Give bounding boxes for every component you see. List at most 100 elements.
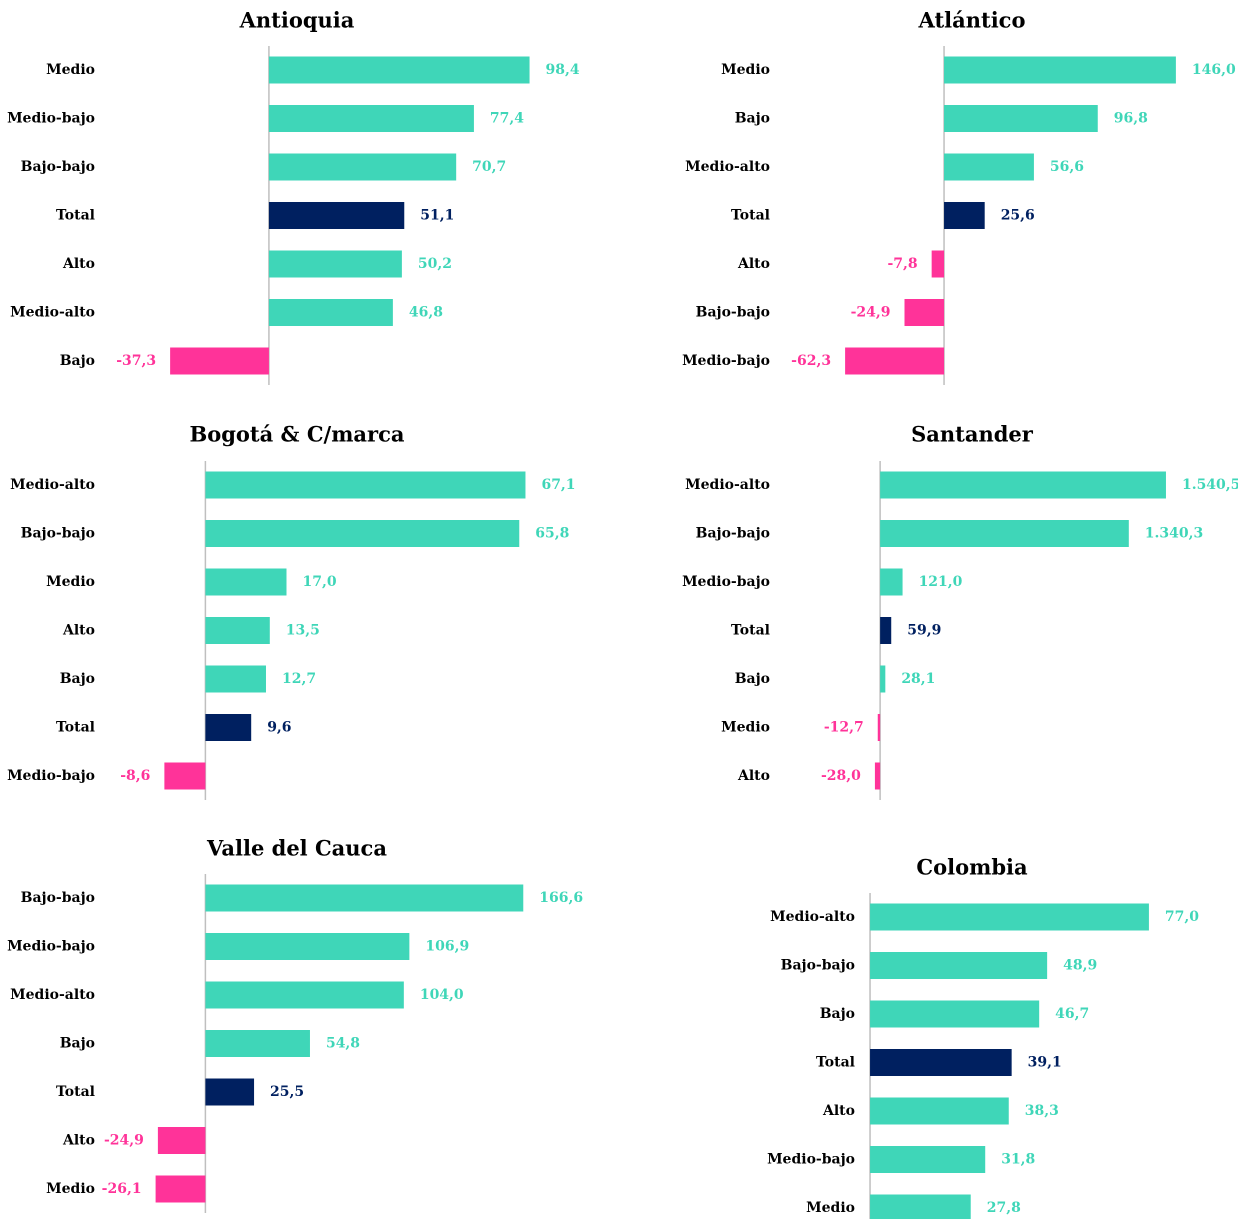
bar [164, 762, 206, 790]
value-label: 77,4 [490, 111, 524, 127]
value-label: 104,0 [420, 987, 464, 1003]
category-label: Total [56, 720, 95, 736]
value-label: 65,8 [535, 526, 569, 542]
value-label: 46,7 [1055, 1006, 1089, 1022]
chart-title: Santander [911, 422, 1034, 447]
category-label: Medio-alto [10, 987, 95, 1003]
bar [155, 1175, 206, 1203]
value-label: 25,5 [270, 1084, 304, 1100]
bar [870, 952, 1048, 979]
bar [268, 56, 530, 84]
bar [870, 1097, 1009, 1125]
category-label: Bajo [60, 353, 95, 369]
bar [870, 903, 1149, 931]
value-label: 1.540,5 [1182, 477, 1238, 493]
category-label: Bajo-bajo [21, 159, 95, 175]
bar [205, 568, 287, 596]
value-label: 67,1 [541, 477, 575, 493]
value-label: -62,3 [791, 353, 831, 369]
bar [880, 665, 886, 693]
value-label: 70,7 [472, 159, 506, 175]
bar [205, 665, 266, 693]
value-label: 146,0 [1192, 62, 1236, 78]
value-label: 1.340,3 [1145, 526, 1203, 542]
category-label: Total [731, 623, 770, 639]
bar [944, 153, 1034, 181]
bar [205, 471, 526, 499]
value-label: 13,5 [286, 623, 320, 639]
value-label: -24,9 [851, 305, 891, 321]
bar [870, 1000, 1040, 1028]
bar [904, 299, 945, 326]
category-label: Bajo-bajo [21, 890, 95, 906]
category-label: Medio-bajo [7, 768, 95, 784]
category-label: Total [816, 1055, 855, 1071]
category-label: Medio-bajo [767, 1152, 855, 1168]
category-label: Bajo-bajo [781, 958, 855, 974]
category-label: Bajo-bajo [696, 305, 770, 321]
chart-title: Valle del Cauca [206, 836, 387, 861]
bar [944, 105, 1098, 132]
category-label: Medio-alto [685, 477, 770, 493]
value-label: 31,8 [1001, 1152, 1035, 1168]
category-label: Medio-alto [770, 909, 855, 925]
category-label: Total [56, 208, 95, 224]
chart-title: Atlántico [918, 8, 1026, 33]
category-label: Medio-bajo [7, 111, 95, 127]
value-label: 27,8 [987, 1200, 1021, 1216]
category-label: Alto [822, 1103, 855, 1119]
value-label: 17,0 [302, 574, 336, 590]
value-label: 96,8 [1114, 111, 1148, 127]
category-label: Medio [46, 1181, 95, 1197]
value-label: 25,6 [1001, 208, 1035, 224]
bar [268, 299, 393, 326]
bar [170, 347, 269, 375]
value-label: 121,0 [919, 574, 963, 590]
category-label: Medio [806, 1200, 855, 1216]
value-label: 50,2 [418, 256, 452, 272]
chart-title: Bogotá & C/marca [189, 422, 404, 447]
category-label: Alto [737, 256, 770, 272]
value-label: 51,1 [420, 208, 454, 224]
value-label: -24,9 [104, 1133, 144, 1149]
category-label: Bajo-bajo [21, 526, 95, 542]
bar [268, 250, 402, 278]
category-label: Medio [721, 62, 770, 78]
value-label: 9,6 [267, 720, 291, 736]
bar [205, 1030, 310, 1057]
category-label: Medio-bajo [682, 353, 770, 369]
category-label: Medio-alto [10, 305, 95, 321]
category-label: Total [731, 208, 770, 224]
bar [157, 1127, 206, 1154]
bar [880, 520, 1129, 547]
category-label: Medio-alto [685, 159, 770, 175]
category-label: Total [56, 1084, 95, 1100]
bar [845, 347, 945, 375]
bar [205, 714, 252, 741]
category-label: Bajo [60, 1036, 95, 1052]
value-label: -7,8 [887, 256, 917, 272]
category-label: Alto [62, 256, 95, 272]
bar [205, 1078, 255, 1106]
value-label: 98,4 [546, 62, 580, 78]
bar [268, 153, 457, 181]
bar [205, 884, 524, 912]
category-label: Bajo [60, 671, 95, 687]
category-label: Medio [721, 720, 770, 736]
category-label: Medio-bajo [7, 939, 95, 955]
category-label: Medio-alto [10, 477, 95, 493]
bar [268, 105, 474, 132]
bar [870, 1194, 971, 1219]
bar [874, 762, 881, 790]
value-label: -26,1 [102, 1181, 142, 1197]
category-label: Medio [46, 574, 95, 590]
bar [944, 202, 985, 229]
bar [880, 471, 1166, 499]
value-label: 77,0 [1165, 909, 1199, 925]
value-label: 12,7 [282, 671, 316, 687]
category-label: Bajo-bajo [696, 526, 770, 542]
value-label: 48,9 [1063, 958, 1097, 974]
value-label: -12,7 [824, 720, 864, 736]
bar [880, 568, 903, 596]
